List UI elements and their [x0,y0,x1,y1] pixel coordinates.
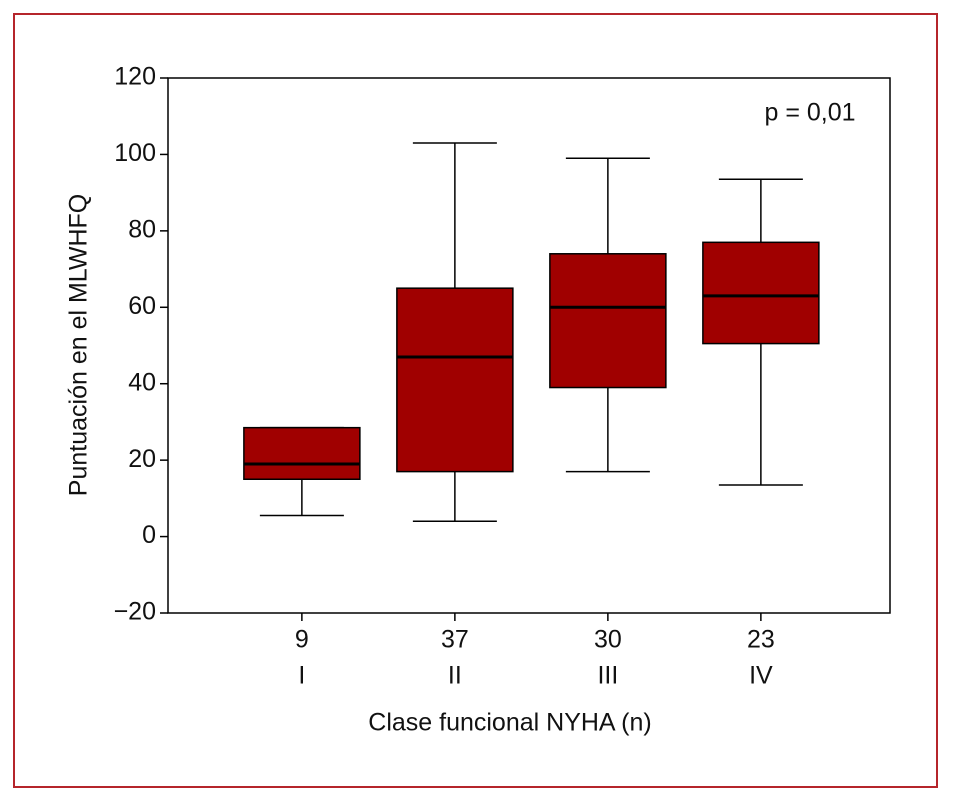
frame [13,13,938,788]
box [243,426,361,480]
y-tick-label: 0 [142,521,156,549]
x-tick-n: 30 [594,626,622,654]
x-tick-label: III [597,662,618,690]
y-tick-label: −20 [114,598,156,626]
y-axis-label: Puntuación en el MLWHFQ [65,194,93,496]
box [702,241,820,345]
box [396,287,514,473]
x-tick-n: 37 [441,626,469,654]
annotation: p = 0,01 [764,99,855,127]
y-tick-label: 100 [114,139,156,167]
y-tick-label: 60 [128,292,156,320]
y-tick-label: 40 [128,368,156,396]
x-tick-n: 23 [747,626,775,654]
x-tick-n: 9 [295,626,309,654]
x-tick-label: II [448,662,462,690]
y-tick-label: 120 [114,63,156,91]
y-tick-label: 80 [128,215,156,243]
x-axis-label: Clase funcional NYHA (n) [368,709,651,737]
x-tick-label: IV [749,662,773,690]
plot-area [167,77,891,614]
x-tick-label: I [298,662,305,690]
y-tick-label: 20 [128,445,156,473]
box [549,253,667,389]
